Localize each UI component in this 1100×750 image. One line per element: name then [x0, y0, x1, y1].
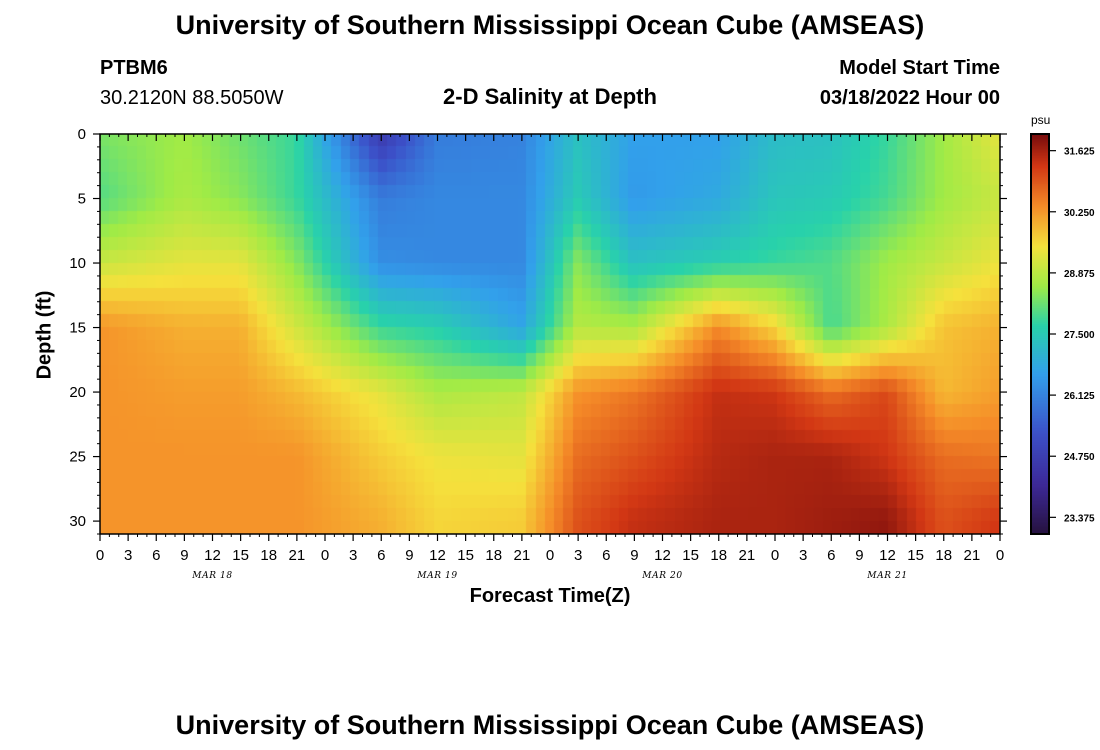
x-tick-label: 18 [485, 547, 502, 564]
y-tick-label: 10 [69, 255, 86, 272]
colorbar-tick-label: 28.875 [1064, 269, 1095, 280]
x-tick-label: 21 [514, 547, 531, 564]
model-start-time: 03/18/2022 Hour 00 [819, 87, 1000, 109]
x-tick-label: 15 [457, 547, 474, 564]
x-tick-label: 15 [907, 547, 924, 564]
x-tick-label: 6 [827, 547, 835, 564]
colorbar-tick-label: 23.375 [1064, 513, 1095, 524]
colorbar-tick-label: 24.750 [1064, 452, 1095, 463]
date-label: MAR 19 [416, 571, 457, 581]
x-tick-label: 9 [405, 547, 413, 564]
x-tick-label: 12 [879, 547, 896, 564]
footer-title: University of Southern Mississippi Ocean… [175, 710, 925, 740]
x-tick-label: 3 [799, 547, 807, 564]
x-tick-label: 0 [771, 547, 779, 564]
x-tick-label: 3 [574, 547, 582, 564]
x-tick-label: 12 [429, 547, 446, 564]
y-tick-label: 15 [69, 320, 86, 337]
x-tick-label: 0 [321, 547, 329, 564]
x-tick-label: 6 [602, 547, 610, 564]
x-tick-label: 21 [964, 547, 981, 564]
x-tick-label: 3 [349, 547, 357, 564]
colorbar-tick-label: 27.500 [1064, 330, 1095, 341]
colorbar-unit: psu [1031, 113, 1051, 127]
x-tick-label: 9 [630, 547, 638, 564]
x-tick-label: 15 [232, 547, 249, 564]
y-tick-label: 30 [69, 513, 86, 530]
y-axis-label: Depth (ft) [33, 290, 56, 380]
x-tick-label: 21 [739, 547, 756, 564]
x-tick-label: 0 [546, 547, 554, 564]
date-label: MAR 21 [866, 571, 907, 581]
date-label: MAR 20 [641, 571, 682, 581]
x-tick-label: 0 [96, 547, 104, 564]
x-tick-label: 0 [996, 547, 1004, 564]
date-label: MAR 18 [191, 571, 232, 581]
colorbar-tick-label: 31.625 [1064, 147, 1095, 158]
chart-title: 2-D Salinity at Depth [443, 84, 657, 109]
x-tick-label: 9 [855, 547, 863, 564]
colorbar-tick-label: 30.250 [1064, 208, 1095, 219]
y-tick-label: 0 [78, 126, 86, 143]
y-tick-label: 5 [78, 191, 86, 208]
y-tick-label: 20 [69, 384, 86, 401]
station-coords: 30.2120N 88.5050W [100, 87, 284, 109]
colorbar-tick-label: 26.125 [1064, 391, 1095, 402]
x-tick-label: 12 [654, 547, 671, 564]
x-tick-label: 15 [682, 547, 699, 564]
station-id: PTBM6 [100, 57, 168, 79]
x-tick-label: 3 [124, 547, 132, 564]
y-tick-label: 25 [69, 449, 86, 466]
salinity-heatmap [100, 134, 1000, 534]
x-tick-label: 18 [710, 547, 727, 564]
x-tick-label: 12 [204, 547, 221, 564]
colorbar-gradient [1031, 134, 1049, 534]
x-tick-label: 6 [377, 547, 385, 564]
x-axis-label: Forecast Time(Z) [469, 585, 631, 607]
x-tick-label: 18 [935, 547, 952, 564]
x-tick-label: 6 [152, 547, 160, 564]
x-tick-label: 9 [180, 547, 188, 564]
x-tick-label: 21 [289, 547, 306, 564]
page-title: University of Southern Mississippi Ocean… [175, 10, 925, 40]
model-start-label: Model Start Time [839, 57, 1000, 79]
x-tick-label: 18 [260, 547, 277, 564]
